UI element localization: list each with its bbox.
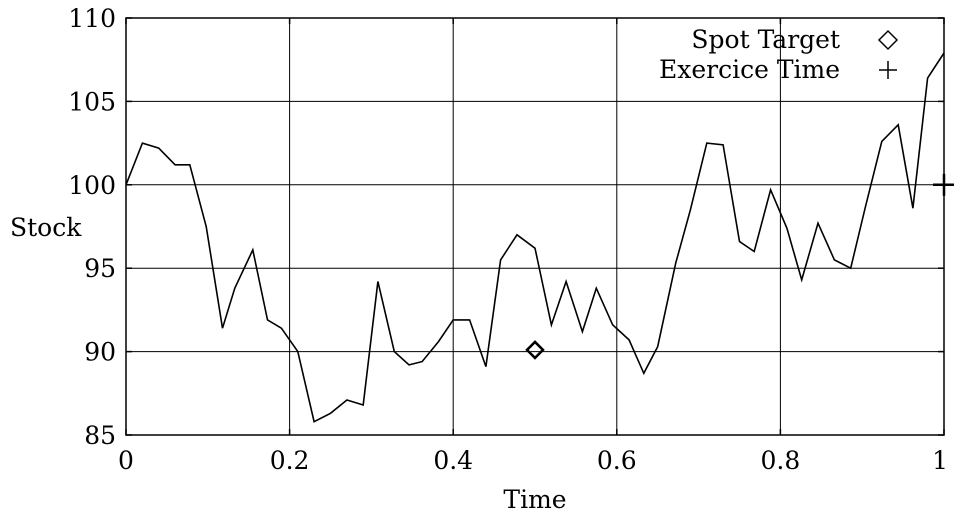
plot-frame bbox=[125, 17, 945, 436]
y-tick-label: 90 bbox=[84, 338, 116, 367]
x-tick-label: 0.4 bbox=[433, 446, 473, 475]
series-line bbox=[125, 52, 945, 423]
x-tick-label: 0.8 bbox=[761, 446, 801, 475]
x-tick-label: 1 bbox=[932, 446, 948, 475]
x-tick-label: 0.6 bbox=[597, 446, 637, 475]
y-tick-label: 110 bbox=[68, 4, 116, 33]
y-tick-label: 85 bbox=[84, 421, 116, 450]
x-tick-label: 0.2 bbox=[270, 446, 310, 475]
tick-labels-layer: 0 0.2 0.4 0.6 0.8 1 85 90 95 100 105 110 bbox=[68, 4, 948, 475]
legend-label: Exercice Time bbox=[659, 55, 840, 84]
y-axis-title: Stock bbox=[10, 213, 82, 242]
y-tick-label: 95 bbox=[84, 254, 116, 283]
y-tick-label: 105 bbox=[68, 87, 116, 116]
legend-plus-marker bbox=[879, 61, 897, 79]
grid-layer bbox=[126, 18, 944, 435]
legend-diamond-marker bbox=[877, 29, 899, 51]
y-tick-label: 100 bbox=[68, 171, 116, 200]
x-tick-label: 0 bbox=[118, 446, 134, 475]
x-axis-title: Time bbox=[503, 485, 566, 514]
legend-label: Spot Target bbox=[691, 25, 840, 54]
spot-target-point bbox=[525, 340, 545, 360]
